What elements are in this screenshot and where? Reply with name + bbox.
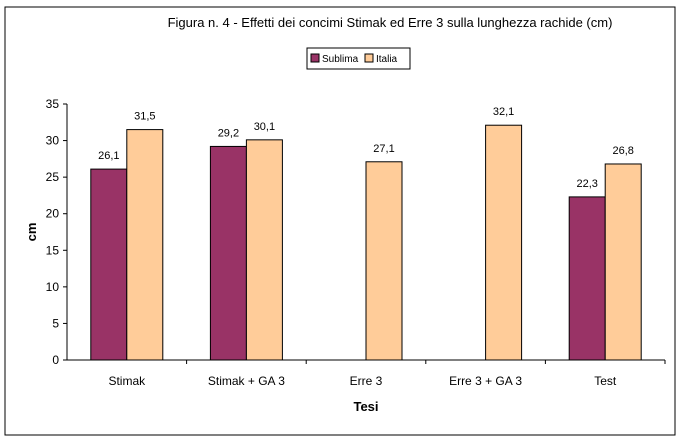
data-label: 26,1 bbox=[98, 150, 119, 162]
y-tick-label: 20 bbox=[46, 207, 60, 221]
x-tick-label: Stimak + GA 3 bbox=[208, 374, 285, 388]
legend-label-sublima: Sublima bbox=[322, 54, 359, 65]
data-label: 31,5 bbox=[134, 111, 155, 123]
y-tick-label: 15 bbox=[46, 243, 60, 257]
y-tick-label: 0 bbox=[52, 353, 59, 367]
bar-sublima bbox=[568, 196, 606, 361]
x-axis-label: Tesi bbox=[353, 399, 378, 414]
y-tick-label: 10 bbox=[46, 280, 60, 294]
bar-italia bbox=[604, 163, 642, 361]
bar-sublima bbox=[90, 168, 128, 361]
y-axis-label: cm bbox=[24, 223, 39, 242]
bar-italia bbox=[485, 124, 523, 361]
bar-italia bbox=[365, 161, 403, 361]
y-tick-label: 25 bbox=[46, 170, 60, 184]
data-label: 29,2 bbox=[218, 127, 239, 139]
x-tick-label: Stimak bbox=[108, 374, 146, 388]
data-label: 30,1 bbox=[254, 121, 275, 133]
x-tick-label: Erre 3 + GA 3 bbox=[449, 374, 522, 388]
legend-swatch-italia bbox=[364, 53, 374, 63]
data-label: 27,1 bbox=[373, 143, 394, 155]
chart-title: Figura n. 4 - Effetti dei concimi Stimak… bbox=[168, 15, 613, 30]
legend: Sublima Italia bbox=[306, 47, 411, 70]
bar-italia bbox=[245, 139, 283, 361]
y-tick-label: 5 bbox=[52, 316, 59, 330]
x-tick-label: Test bbox=[594, 374, 617, 388]
data-label: 26,8 bbox=[612, 145, 633, 157]
x-tick-label: Erre 3 bbox=[350, 374, 383, 388]
data-label: 22,3 bbox=[576, 178, 597, 190]
y-tick-label: 30 bbox=[46, 134, 60, 148]
bar-italia bbox=[126, 129, 164, 361]
legend-label-italia: Italia bbox=[376, 54, 398, 65]
y-tick-label: 35 bbox=[46, 97, 60, 111]
bar-sublima bbox=[209, 145, 247, 361]
legend-swatch-sublima bbox=[310, 53, 320, 63]
data-label: 32,1 bbox=[493, 106, 514, 118]
